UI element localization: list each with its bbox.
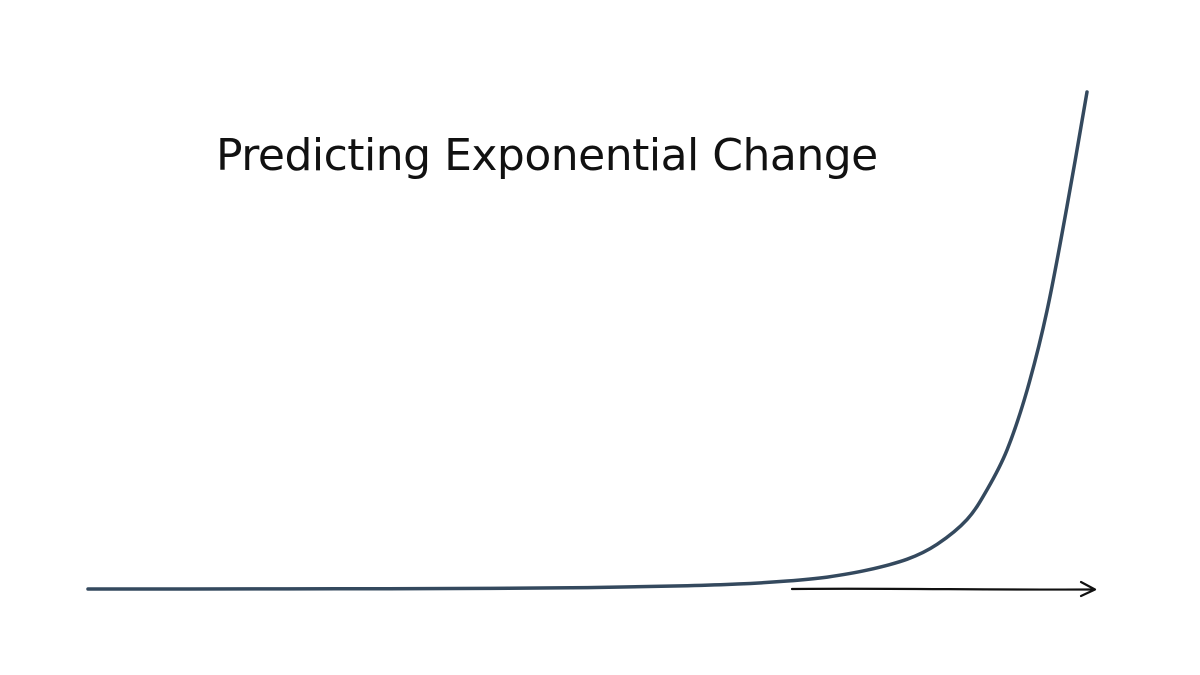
series-layer bbox=[86, 90, 1089, 591]
x-axis-arrowhead bbox=[1079, 580, 1097, 598]
chart-title: Predicting Exponential Change bbox=[216, 130, 878, 181]
x-axis-line bbox=[790, 587, 1096, 591]
series-line-0 bbox=[86, 90, 1089, 591]
x-axis-arrow bbox=[790, 580, 1097, 598]
